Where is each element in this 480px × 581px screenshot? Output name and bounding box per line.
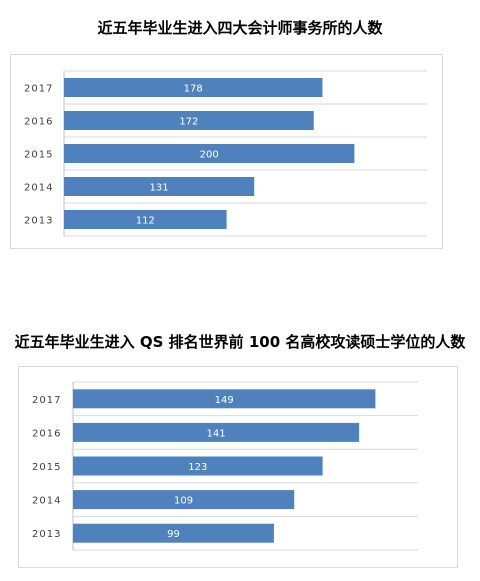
- chart-1-bar: [64, 111, 314, 130]
- chart-1-bar: [64, 144, 355, 163]
- chart-1-data-label: 172: [179, 117, 198, 128]
- chart-1-data-label: 178: [184, 84, 203, 95]
- chart-2-data-label: 109: [174, 496, 193, 507]
- chart-1-bar: [64, 210, 227, 229]
- chart-2-tick-label: 2016: [32, 428, 61, 439]
- chart-1-tick-label: 2014: [24, 183, 53, 194]
- chart-2-tick-label: 2013: [32, 529, 61, 540]
- chart-1-bar: [64, 177, 255, 196]
- chart-2-tick-label: 2017: [32, 395, 61, 406]
- chart-1-tick-label: 2015: [24, 150, 53, 161]
- chart-2-bar: [73, 523, 274, 543]
- chart-1-panel: 2017 178 2016 172 2015 200 2014 131 2013 112: [10, 54, 443, 249]
- chart-2-title: 近五年毕业生进入 QS 排名世界前 100 名高校攻读硕士学位的人数: [14, 333, 466, 351]
- chart-2-bar: [73, 389, 376, 409]
- chart-1-title: 近五年毕业生进入四大会计师事务所的人数: [97, 19, 383, 37]
- chart-2-data-label: 141: [207, 428, 226, 439]
- chart-2-bar: [73, 456, 323, 476]
- chart-1-data-label: 200: [200, 150, 219, 161]
- chart-1-data-label: 131: [150, 183, 169, 194]
- chart-1-tick-label: 2017: [24, 84, 53, 95]
- chart-1-svg: 2017 178 2016 172 2015 200 2014 131 2013 112: [24, 70, 427, 237]
- chart-2-data-label: 123: [188, 462, 207, 473]
- chart-1-data-label: 112: [136, 216, 155, 227]
- chart-1-tick-label: 2016: [24, 117, 53, 128]
- chart-2-panel: 2017 149 2016 141 2015 123 2014 109 2013 99: [18, 366, 458, 568]
- chart-1-tick-label: 2013: [24, 216, 53, 227]
- chart-1-bar: [64, 78, 323, 97]
- chart-2-bar: [73, 490, 295, 510]
- chart-2-data-label: 149: [215, 395, 234, 406]
- chart-2-svg: 2017 149 2016 141 2015 123 2014 109 2013 99: [32, 381, 418, 551]
- chart-2-bar: [73, 422, 360, 442]
- chart-2-tick-label: 2014: [32, 496, 61, 507]
- chart-2-tick-label: 2015: [32, 462, 61, 473]
- chart-2-data-label: 99: [167, 529, 180, 540]
